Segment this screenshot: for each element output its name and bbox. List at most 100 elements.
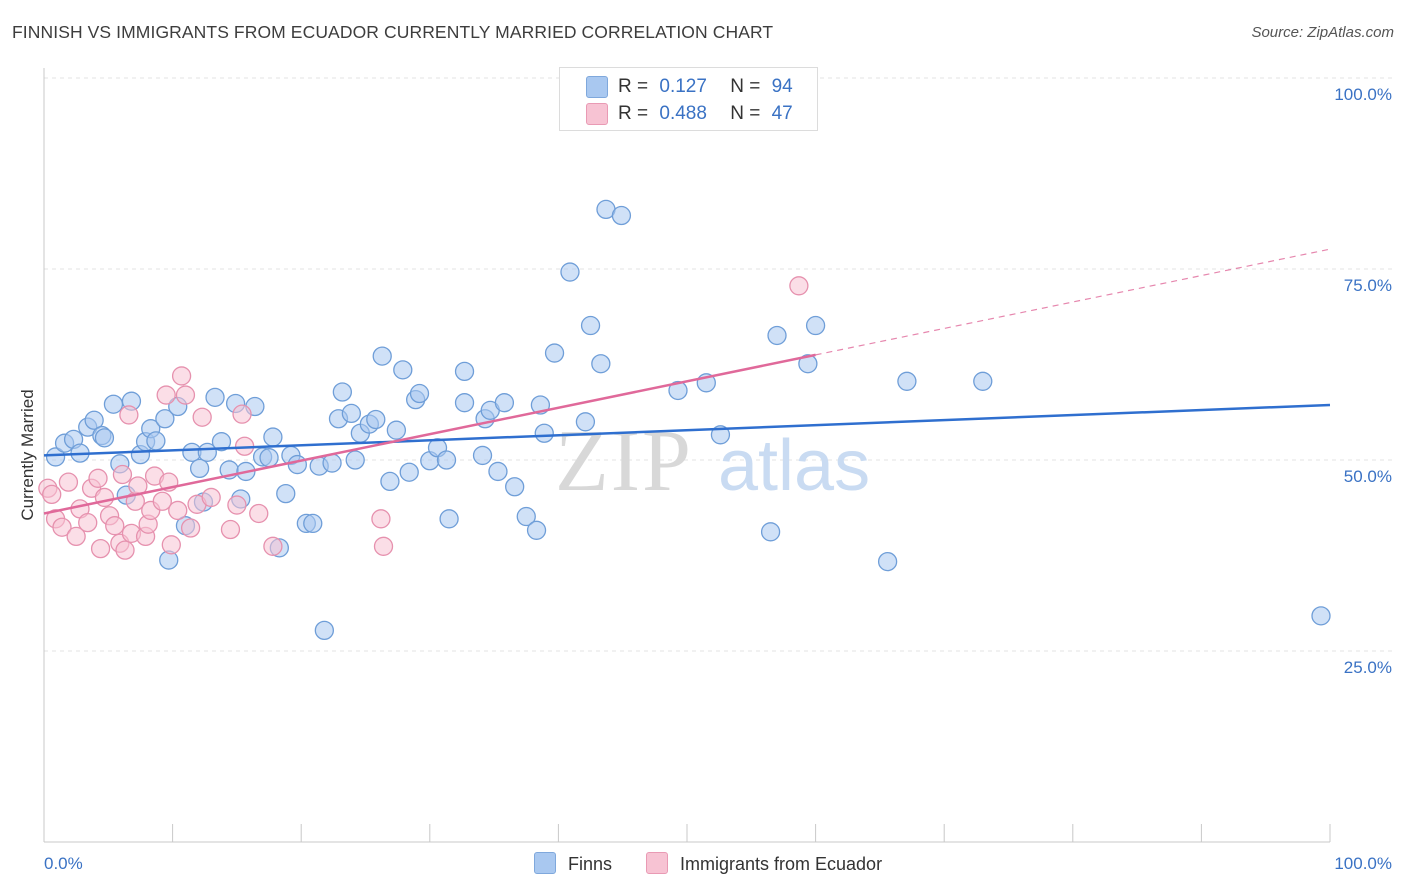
finns-point	[439, 509, 459, 529]
legend-item-ecuador: Immigrants from Ecuador	[646, 852, 882, 875]
legend-label-finns: Finns	[568, 854, 613, 874]
ecuador-point	[161, 535, 181, 555]
finns-point	[1311, 606, 1331, 626]
finns-point	[366, 409, 386, 430]
finns-point	[189, 458, 210, 479]
data-points	[38, 199, 1331, 641]
ecuador-point	[156, 385, 176, 405]
finns-point	[877, 551, 898, 572]
finns-point	[591, 354, 611, 374]
ecuador-point	[789, 276, 809, 296]
finns-point	[386, 420, 407, 440]
finns-point	[45, 447, 66, 467]
watermark: ZIP atlas	[555, 413, 870, 510]
finns-point	[146, 431, 166, 451]
r-value: 0.127	[659, 76, 707, 97]
ecuador-point	[232, 404, 252, 424]
finns-point	[332, 382, 353, 402]
ecuador-point	[112, 464, 133, 485]
finns-point	[544, 343, 565, 363]
y-tick-label: 75.0%	[1344, 276, 1392, 295]
finns-point	[668, 380, 688, 401]
ecuador-point	[201, 487, 221, 508]
n-label: N =	[730, 103, 761, 124]
ecuador-swatch-icon	[586, 103, 608, 125]
finns-point	[767, 325, 787, 346]
finns-point	[155, 409, 175, 429]
finns-point	[798, 354, 818, 374]
ecuador-point	[168, 500, 188, 521]
finns-point	[516, 506, 536, 527]
ecuador-point	[88, 468, 108, 488]
axis-labels: 100.0% 75.0% 50.0% 25.0% 0.0% 100.0% Currently…	[18, 85, 1392, 873]
ecuador-point	[175, 385, 196, 405]
finns-point	[472, 445, 493, 466]
finns-point	[259, 448, 279, 468]
r-label: R =	[618, 103, 649, 124]
legend-item-finns: Finns	[534, 852, 612, 875]
finns-point	[341, 403, 362, 424]
source-label: Source: ZipAtlas.com	[1251, 24, 1394, 41]
finns-point	[611, 205, 632, 226]
y-tick-label: 100.0%	[1334, 85, 1392, 104]
finns-point	[409, 383, 430, 404]
x-tick-label-left: 0.0%	[44, 854, 83, 873]
trend-lines	[43, 248, 1331, 515]
ecuador-point	[249, 503, 269, 524]
ecuador-point	[105, 516, 125, 536]
ecuador-point	[373, 536, 394, 556]
chart-title: FINNISH VS IMMIGRANTS FROM ECUADOR CURRE…	[12, 22, 774, 42]
finns-point	[534, 423, 554, 443]
finns-point	[399, 462, 419, 482]
finns-point	[454, 361, 475, 382]
ecuador-point	[371, 509, 391, 529]
finns-point	[760, 522, 781, 542]
finns-point	[505, 477, 525, 497]
x-tick-label-right: 100.0%	[1334, 854, 1392, 873]
finns-point	[805, 315, 826, 336]
ecuador-point	[220, 519, 241, 540]
ecuador-trend-line	[43, 353, 816, 515]
finns-point	[205, 387, 225, 408]
finns-point	[526, 520, 547, 540]
y-tick-label: 50.0%	[1344, 467, 1392, 486]
finns-point	[575, 412, 596, 432]
watermark-zip: ZIP	[555, 413, 693, 510]
ecuador-point	[94, 487, 115, 508]
finns-point	[287, 454, 307, 475]
finns-point	[303, 513, 323, 534]
finns-point	[897, 371, 917, 391]
ecuador-legend-swatch-icon	[646, 852, 668, 874]
finns-point	[380, 471, 400, 492]
correlation-legend: R = 0.127 N = 94 R = 0.488 N = 47	[559, 67, 818, 131]
ecuador-point	[78, 512, 98, 533]
ecuador-point	[119, 405, 139, 425]
finns-point	[393, 360, 413, 380]
finns-point	[372, 346, 392, 366]
r-value: 0.488	[659, 103, 707, 124]
finns-point	[454, 393, 475, 413]
finns-swatch-icon	[586, 76, 608, 98]
finns-point	[276, 483, 296, 504]
finns-point	[436, 450, 457, 470]
finns-point	[103, 394, 124, 414]
ecuador-point	[192, 407, 212, 427]
finns-point	[345, 450, 365, 470]
grid-lines	[44, 77, 1392, 652]
ecuador-point	[66, 526, 86, 547]
watermark-atlas: atlas	[718, 426, 870, 506]
n-value: 47	[771, 103, 793, 124]
finns-point	[560, 262, 580, 282]
n-value: 94	[771, 76, 793, 97]
ecuador-point	[115, 540, 135, 560]
finns-point	[580, 315, 601, 336]
finns-point	[488, 461, 508, 482]
ecuador-point	[263, 536, 283, 556]
finns-point	[494, 393, 515, 413]
ecuador-point	[90, 538, 111, 559]
finns-point	[94, 428, 115, 448]
ecuador-point	[152, 491, 172, 511]
r-label: R =	[618, 76, 649, 97]
finns-point	[973, 371, 993, 391]
